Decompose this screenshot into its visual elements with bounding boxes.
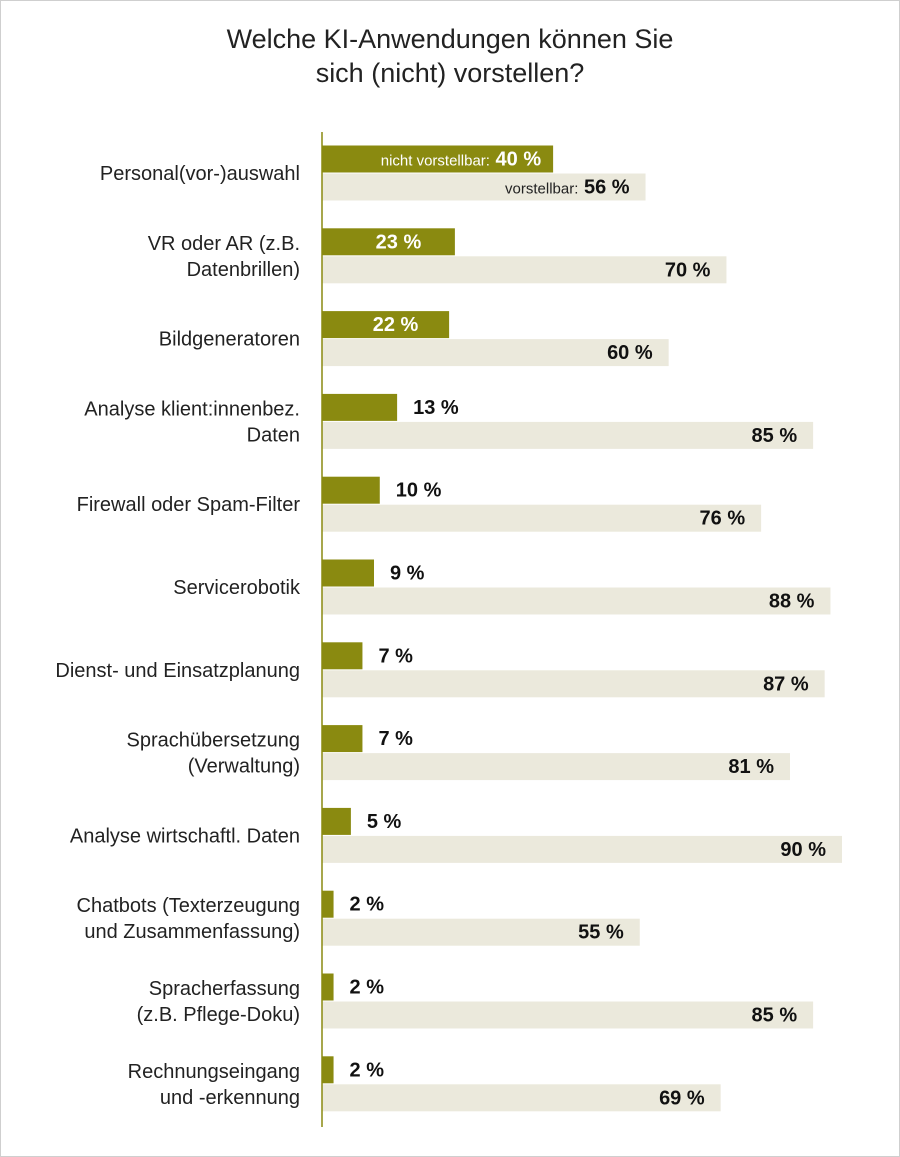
category-label: Dienst- und Einsatzplanung bbox=[55, 660, 300, 682]
category-label: und -erkennung bbox=[160, 1087, 300, 1109]
category-label: Servicerobotik bbox=[173, 577, 301, 599]
value-label-nicht-vorstellbar: 23 % bbox=[376, 231, 422, 253]
value-label-vorstellbar: 69 % bbox=[659, 1087, 705, 1109]
category-label: Personal(vor-)auswahl bbox=[100, 163, 300, 185]
bar-vorstellbar bbox=[322, 835, 842, 863]
category-label: und Zusammenfassung) bbox=[84, 921, 300, 943]
value-label-vorstellbar: 88 % bbox=[769, 591, 815, 613]
category-label: Daten bbox=[247, 424, 300, 446]
value-label-nicht-vorstellbar: 13 % bbox=[413, 397, 459, 419]
bar-nicht-vorstellbar bbox=[322, 642, 363, 670]
value-label-vorstellbar: 90 % bbox=[780, 839, 826, 861]
chart-title-line-2: sich (nicht) vorstellen? bbox=[315, 58, 585, 88]
value-label-vorstellbar: 60 % bbox=[607, 342, 653, 364]
bar-vorstellbar bbox=[322, 753, 790, 781]
bar-vorstellbar bbox=[322, 173, 646, 201]
category-label: (z.B. Pflege-Doku) bbox=[137, 1004, 300, 1026]
category-label: (Verwaltung) bbox=[188, 756, 300, 778]
category-label: Analyse klient:innenbez. bbox=[84, 398, 300, 420]
bar-vorstellbar bbox=[322, 256, 727, 284]
category-label: Spracherfassung bbox=[149, 978, 300, 1000]
value-label-nicht-vorstellbar: 22 % bbox=[373, 314, 419, 336]
value-label-nicht-vorstellbar: 7 % bbox=[378, 645, 413, 667]
bar-vorstellbar bbox=[322, 918, 640, 946]
category-label: VR oder AR (z.B. bbox=[148, 233, 300, 255]
category-label: Datenbrillen) bbox=[187, 259, 300, 281]
value-label-vorstellbar: 70 % bbox=[665, 259, 711, 281]
bar-nicht-vorstellbar bbox=[322, 890, 334, 918]
value-label-nicht-vorstellbar: 2 % bbox=[350, 977, 385, 999]
bar-vorstellbar bbox=[322, 1084, 721, 1112]
bar-vorstellbar bbox=[322, 670, 825, 698]
bar-vorstellbar bbox=[322, 339, 669, 367]
value-label-nicht-vorstellbar: 9 % bbox=[390, 563, 425, 585]
value-label-nicht-vorstellbar: 10 % bbox=[396, 480, 442, 502]
value-label-nicht-vorstellbar: 5 % bbox=[367, 811, 402, 833]
chart-title: Welche KI-Anwendungen können Sie sich (n… bbox=[0, 22, 900, 90]
category-label: Firewall oder Spam-Filter bbox=[77, 494, 301, 516]
chart-title-line-1: Welche KI-Anwendungen können Sie bbox=[226, 24, 674, 54]
category-label: Sprachübersetzung bbox=[127, 730, 300, 752]
value-label-vorstellbar: 87 % bbox=[763, 673, 809, 695]
bar-nicht-vorstellbar bbox=[322, 145, 554, 173]
bar-nicht-vorstellbar bbox=[322, 476, 380, 504]
category-label: Rechnungseingang bbox=[128, 1061, 300, 1083]
bar-nicht-vorstellbar bbox=[322, 228, 455, 256]
value-label-nicht-vorstellbar: 2 % bbox=[350, 1059, 385, 1081]
bar-vorstellbar bbox=[322, 587, 831, 615]
category-label: Analyse wirtschaftl. Daten bbox=[70, 825, 300, 847]
category-label: Bildgeneratoren bbox=[159, 329, 300, 351]
value-label-nicht-vorstellbar: 2 % bbox=[350, 894, 385, 916]
value-label-vorstellbar: vorstellbar: 56 % bbox=[505, 177, 630, 199]
bar-nicht-vorstellbar bbox=[322, 1056, 334, 1084]
bar-vorstellbar bbox=[322, 504, 762, 532]
bar-nicht-vorstellbar bbox=[322, 311, 450, 339]
value-label-vorstellbar: 81 % bbox=[728, 756, 774, 778]
value-label-vorstellbar: 85 % bbox=[752, 425, 798, 447]
bar-nicht-vorstellbar bbox=[322, 807, 351, 835]
value-label-nicht-vorstellbar: nicht vorstellbar: 40 % bbox=[381, 149, 542, 171]
category-label: Chatbots (Texterzeugung bbox=[77, 895, 300, 917]
bar-nicht-vorstellbar bbox=[322, 393, 398, 421]
value-label-nicht-vorstellbar: 7 % bbox=[378, 728, 413, 750]
value-label-vorstellbar: 76 % bbox=[700, 508, 746, 530]
value-label-vorstellbar: 85 % bbox=[752, 1005, 798, 1027]
bar-nicht-vorstellbar bbox=[322, 973, 334, 1001]
bar-vorstellbar bbox=[322, 421, 814, 449]
bar-vorstellbar bbox=[322, 1001, 814, 1029]
bar-nicht-vorstellbar bbox=[322, 559, 374, 587]
bar-nicht-vorstellbar bbox=[322, 725, 363, 753]
value-label-vorstellbar: 55 % bbox=[578, 922, 624, 944]
